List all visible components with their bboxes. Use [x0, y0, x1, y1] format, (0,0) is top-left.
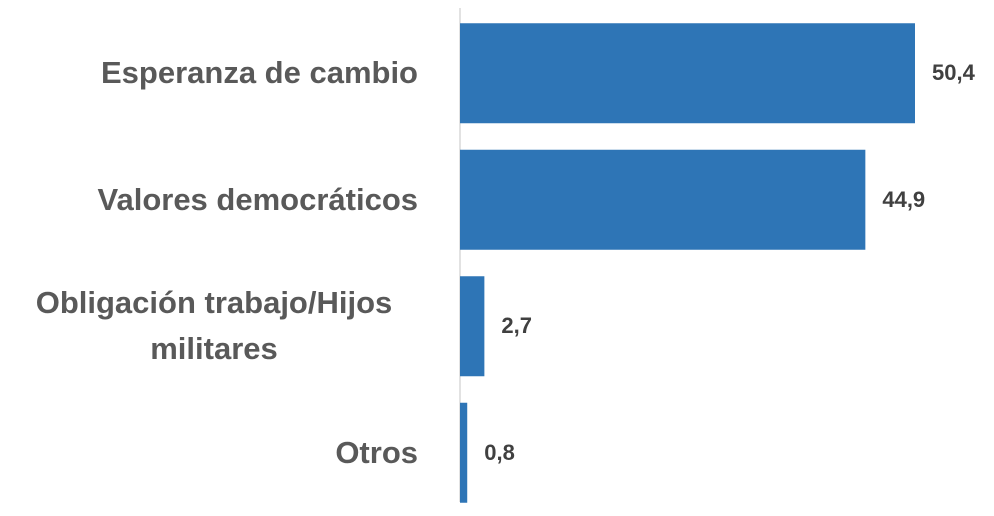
value-label-text: 2,7 [501, 313, 532, 339]
value-label-text: 0,8 [484, 439, 515, 465]
category-label-text: Obligación trabajo/Hijos militares [35, 284, 393, 367]
value-label-text: 44,9 [882, 186, 926, 212]
category-label: Obligación trabajo/Hijos militares [10, 263, 418, 389]
bar [460, 402, 468, 503]
category-label: Valores democráticos [10, 137, 419, 263]
bar [460, 23, 915, 124]
value-label: 44,9 [882, 150, 925, 250]
value-label: 50,4 [932, 23, 975, 123]
category-label: Otros [10, 390, 418, 516]
value-label: 0,8 [484, 403, 515, 503]
bar [460, 149, 866, 250]
value-label: 2,7 [501, 276, 532, 376]
category-label-text: Valores democráticos [97, 181, 419, 217]
category-label-text: Otros [335, 434, 418, 470]
bar [460, 276, 485, 377]
category-label: Esperanza de cambio [10, 10, 418, 136]
value-label-text: 50,4 [932, 60, 975, 86]
category-label-text: Esperanza de cambio [100, 55, 418, 90]
